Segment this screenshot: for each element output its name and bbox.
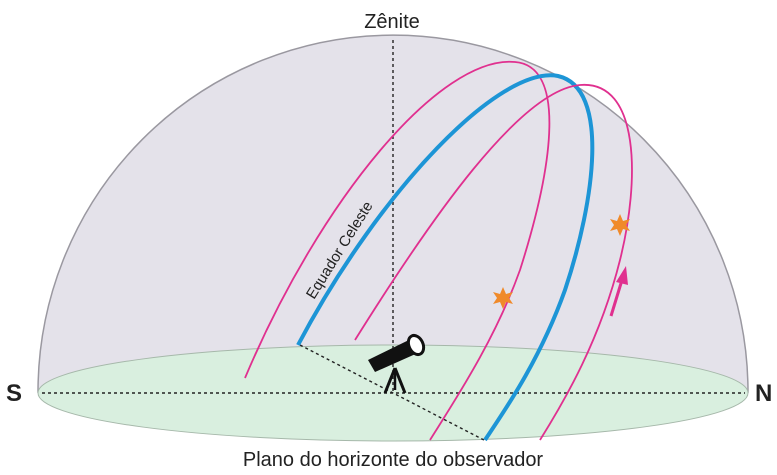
- caption: Plano do horizonte do observador: [243, 449, 544, 471]
- north-label: N: [755, 380, 772, 407]
- celestial-sphere-diagram: Zênite Equador Celeste S N Plano do hori…: [0, 0, 777, 475]
- south-label: S: [6, 380, 22, 407]
- zenith-label: Zênite: [364, 11, 420, 33]
